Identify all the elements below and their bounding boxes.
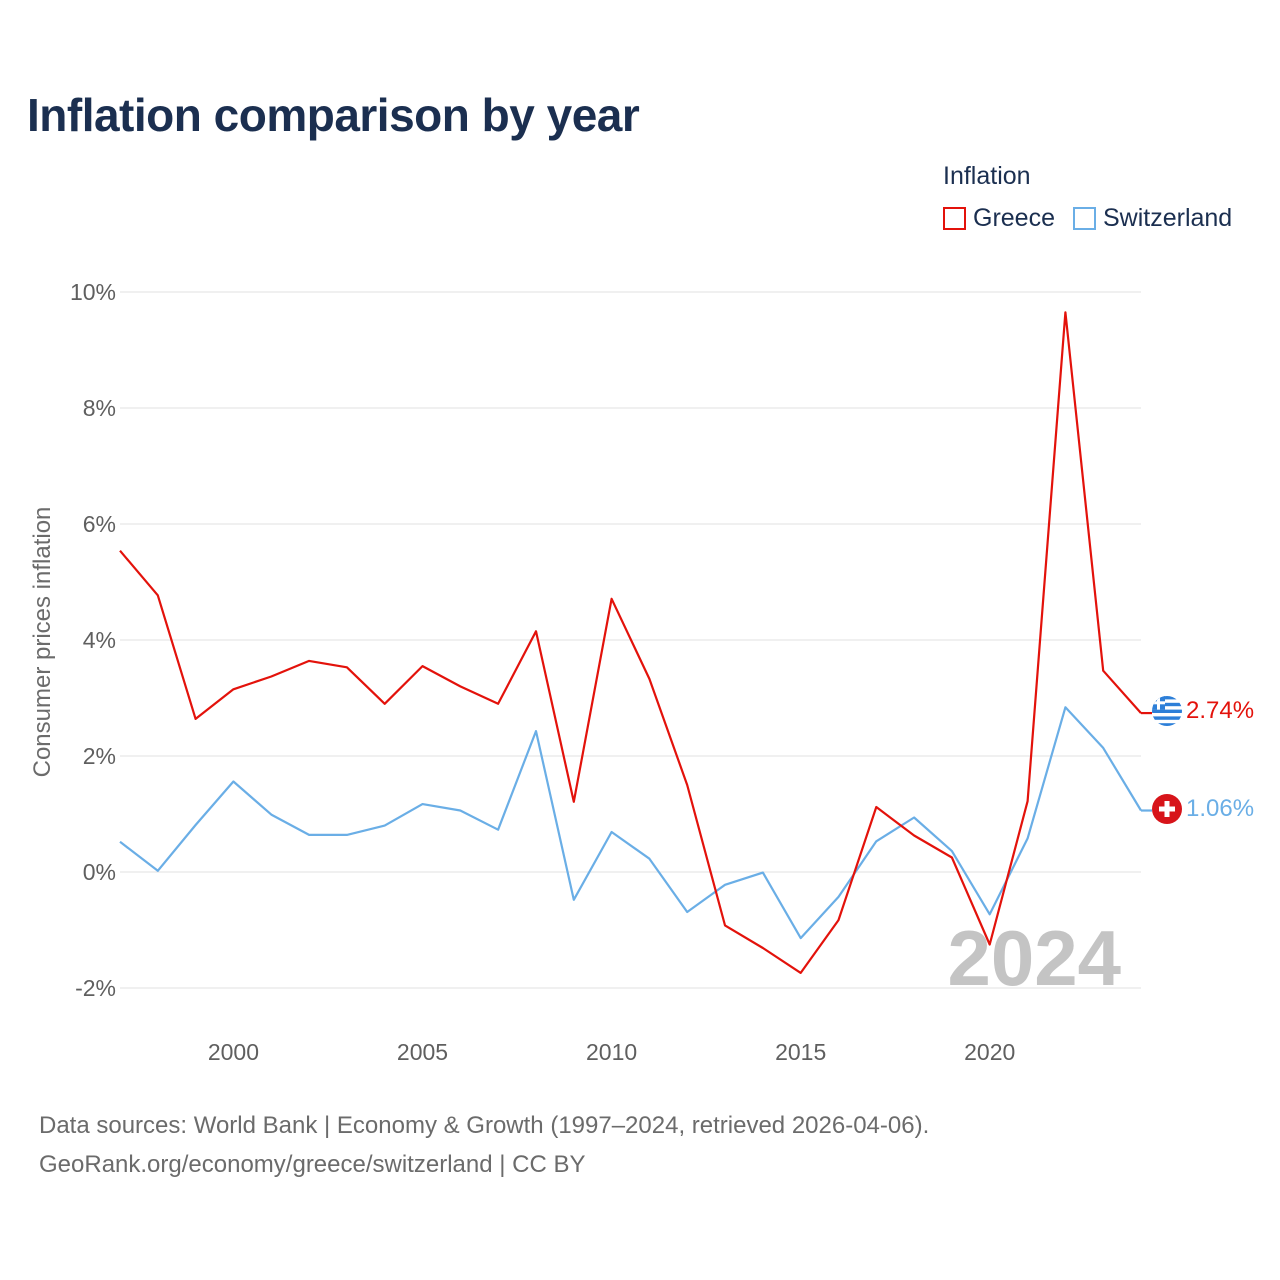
data-point-greece[interactable]: [572, 800, 576, 804]
data-point-greece[interactable]: [458, 684, 462, 688]
y-tick-label: 8%: [83, 395, 116, 421]
series-line-switzerland[interactable]: [119, 706, 1142, 940]
y-tick-label: -2%: [75, 975, 116, 1001]
series-lines: [119, 311, 1152, 975]
data-point-switzerland[interactable]: [231, 780, 235, 784]
data-point-switzerland[interactable]: [534, 729, 538, 733]
data-point-switzerland[interactable]: [458, 809, 462, 813]
data-point-switzerland[interactable]: [799, 936, 803, 940]
data-point-greece[interactable]: [874, 805, 878, 809]
data-point-greece[interactable]: [118, 549, 122, 553]
data-point-switzerland[interactable]: [912, 815, 916, 819]
legend-label-switzerland: Switzerland: [1102, 204, 1233, 232]
data-point-greece[interactable]: [1139, 711, 1143, 715]
greece-flag-icon: [1152, 696, 1182, 726]
data-point-switzerland[interactable]: [421, 802, 425, 806]
legend-swatch-switzerland: [1072, 207, 1096, 230]
data-point-switzerland[interactable]: [307, 833, 311, 837]
data-point-switzerland[interactable]: [496, 828, 500, 832]
data-point-greece[interactable]: [421, 664, 425, 668]
y-tick-label: 0%: [83, 859, 116, 885]
chart-title: Inflation comparison by year: [27, 89, 640, 141]
greece-end-value-label: 2.74%: [1186, 697, 1254, 724]
source-line-1: Data sources: World Bank | Economy & Gro…: [39, 1112, 930, 1139]
legend: Greece Switzerland: [943, 204, 1232, 233]
data-point-greece[interactable]: [1063, 310, 1067, 314]
x-tick-label: 2005: [397, 1039, 448, 1065]
legend-title: Inflation: [943, 162, 1031, 190]
switzerland-end-value-label: 1.06%: [1186, 795, 1254, 822]
x-tick-label: 2000: [208, 1039, 259, 1065]
data-point-greece[interactable]: [610, 597, 614, 601]
data-point-greece[interactable]: [647, 677, 651, 681]
y-tick-label: 4%: [83, 627, 116, 653]
legend-item-greece[interactable]: Greece: [943, 204, 1055, 233]
data-point-switzerland[interactable]: [950, 849, 954, 853]
source-note: Data sources: World Bank | Economy & Gro…: [39, 1106, 929, 1184]
legend-item-switzerland[interactable]: Switzerland: [1072, 204, 1233, 233]
data-point-greece[interactable]: [496, 702, 500, 706]
data-point-switzerland[interactable]: [610, 830, 614, 834]
line-chart: -2% 0% 2% 4% 6% 8% 10% 2000 2005 2010 2015 2020 Co…: [29, 279, 1254, 1065]
y-axis-ticks: -2% 0% 2% 4% 6% 8% 10%: [70, 279, 116, 1001]
data-point-greece[interactable]: [723, 923, 727, 927]
data-point-greece[interactable]: [534, 629, 538, 633]
y-tick-label: 10%: [70, 279, 116, 305]
data-point-greece[interactable]: [307, 659, 311, 663]
data-point-switzerland[interactable]: [1101, 746, 1105, 750]
y-tick-label: 6%: [83, 511, 116, 537]
data-point-switzerland[interactable]: [647, 857, 651, 861]
series-line-greece[interactable]: [119, 311, 1142, 975]
data-point-greece[interactable]: [761, 946, 765, 950]
data-point-switzerland[interactable]: [874, 839, 878, 843]
data-point-switzerland[interactable]: [156, 869, 160, 873]
data-point-greece[interactable]: [269, 675, 273, 679]
x-axis-ticks: 2000 2005 2010 2015 2020: [208, 1039, 1015, 1065]
legend-label-greece: Greece: [973, 204, 1055, 232]
data-point-switzerland[interactable]: [723, 883, 727, 887]
x-tick-label: 2010: [586, 1039, 637, 1065]
data-point-greece[interactable]: [1026, 799, 1030, 803]
data-point-greece[interactable]: [383, 702, 387, 706]
data-point-greece[interactable]: [950, 856, 954, 860]
data-point-switzerland[interactable]: [761, 871, 765, 875]
y-axis-title: Consumer prices inflation: [29, 507, 56, 778]
data-point-switzerland[interactable]: [572, 898, 576, 902]
source-line-2[interactable]: GeoRank.org/economy/greece/switzerland |…: [39, 1151, 586, 1178]
data-point-greece[interactable]: [685, 783, 689, 787]
data-point-greece[interactable]: [231, 687, 235, 691]
data-point-greece[interactable]: [345, 665, 349, 669]
data-point-switzerland[interactable]: [988, 912, 992, 916]
data-point-switzerland[interactable]: [836, 895, 840, 899]
data-point-switzerland[interactable]: [118, 840, 122, 844]
data-point-switzerland[interactable]: [345, 833, 349, 837]
data-point-greece[interactable]: [799, 971, 803, 975]
x-tick-label: 2020: [964, 1039, 1015, 1065]
current-year-watermark: 2024: [947, 914, 1121, 1002]
data-point-switzerland[interactable]: [383, 824, 387, 828]
legend-swatch-greece: [943, 207, 966, 230]
data-point-switzerland[interactable]: [1139, 809, 1143, 813]
y-tick-label: 2%: [83, 743, 116, 769]
data-point-greece[interactable]: [912, 833, 916, 837]
data-point-greece[interactable]: [1101, 669, 1105, 673]
data-point-switzerland[interactable]: [194, 823, 198, 827]
data-point-switzerland[interactable]: [1026, 836, 1030, 840]
x-tick-label: 2015: [775, 1039, 826, 1065]
data-point-greece[interactable]: [988, 943, 992, 947]
data-point-greece[interactable]: [836, 918, 840, 922]
data-point-greece[interactable]: [156, 593, 160, 597]
data-point-switzerland[interactable]: [269, 813, 273, 817]
data-point-greece[interactable]: [194, 717, 198, 721]
series-points: [118, 310, 1143, 975]
data-point-switzerland[interactable]: [685, 910, 689, 914]
switzerland-flag-icon: [1152, 794, 1182, 824]
data-point-switzerland[interactable]: [1063, 705, 1067, 709]
